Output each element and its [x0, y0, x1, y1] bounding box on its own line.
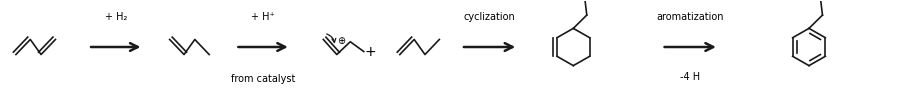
- Text: aromatization: aromatization: [656, 12, 724, 22]
- FancyArrowPatch shape: [326, 34, 336, 42]
- Text: cyclization: cyclization: [464, 12, 515, 22]
- Text: +: +: [365, 45, 376, 59]
- Text: -4 H: -4 H: [680, 72, 701, 82]
- Text: + H⁺: + H⁺: [251, 12, 275, 22]
- Text: ⊕: ⊕: [337, 36, 345, 46]
- Text: + H₂: + H₂: [104, 12, 127, 22]
- Text: from catalyst: from catalyst: [230, 74, 295, 84]
